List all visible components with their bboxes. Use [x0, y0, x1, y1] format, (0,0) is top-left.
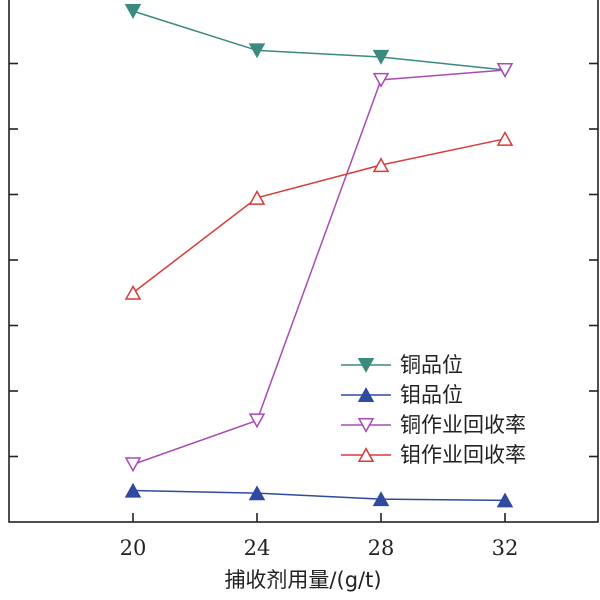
legend-label: 钼品位: [400, 383, 463, 407]
legend-item: 铜作业回收率: [341, 413, 526, 437]
data-point: [248, 189, 266, 205]
data-point: [124, 4, 142, 19]
data-point: [248, 43, 266, 59]
data-point: [372, 157, 390, 173]
series-line: [132, 69, 506, 466]
x-tick-label: 28: [368, 536, 395, 560]
x-axis-title: 捕收剂用量/(g/t): [224, 568, 381, 592]
data-point: [496, 130, 514, 146]
data-point: [248, 413, 266, 429]
legend-item: 铜品位: [341, 353, 463, 377]
series-layer: [124, 4, 514, 508]
series-4: [124, 130, 514, 300]
data-point: [372, 49, 390, 65]
data-point: [496, 492, 514, 508]
x-axis-ticks: 20 24 28 32: [120, 513, 519, 560]
legend-item: 钼作业回收率: [341, 443, 526, 467]
x-tick-label: 20: [120, 536, 147, 560]
data-point: [372, 491, 390, 507]
series-3: [124, 63, 514, 473]
series-line: [132, 138, 506, 294]
legend-marker: [357, 357, 375, 373]
data-point: [124, 457, 142, 473]
y-axis-ticks: [9, 62, 598, 458]
legend-label: 钼作业回收率: [400, 443, 526, 467]
legend-label: 铜作业回收率: [400, 413, 526, 437]
data-point: [372, 72, 390, 88]
legend-label: 铜品位: [400, 353, 463, 377]
x-tick-label: 24: [244, 536, 271, 560]
legend-marker: [357, 447, 375, 463]
data-point: [248, 485, 266, 501]
x-tick-label: 32: [492, 536, 519, 560]
legend-item: 钼品位: [341, 383, 463, 407]
legend-marker: [357, 387, 375, 403]
data-point: [124, 482, 142, 498]
data-point: [496, 63, 514, 78]
series-line: [132, 489, 506, 502]
series-2: [124, 482, 514, 508]
series-line: [132, 10, 506, 71]
data-point: [124, 284, 142, 300]
series-1: [124, 4, 514, 78]
legend-marker: [357, 417, 375, 433]
